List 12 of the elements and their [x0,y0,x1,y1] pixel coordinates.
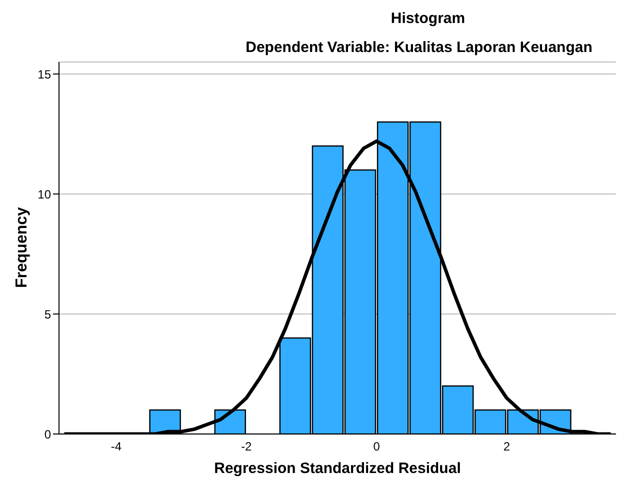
chart-subtitle: Dependent Variable: Kualitas Laporan Keuangan [244,39,594,56]
y-tick-label: 5 [44,307,52,322]
x-tick-label: 2 [503,440,510,454]
y-tick-label: 10 [38,187,52,202]
y-tick-label: 15 [38,67,52,82]
y-tick-label: 0 [44,427,52,442]
x-tick-label: -4 [110,440,122,454]
x-axis-title: Regression Standardized Residual [214,460,461,477]
x-tick-label: -2 [241,440,252,454]
chart-title: Histogram [390,10,466,27]
x-tick-label: 0 [373,440,380,454]
y-axis-title: Frequency [14,206,31,288]
